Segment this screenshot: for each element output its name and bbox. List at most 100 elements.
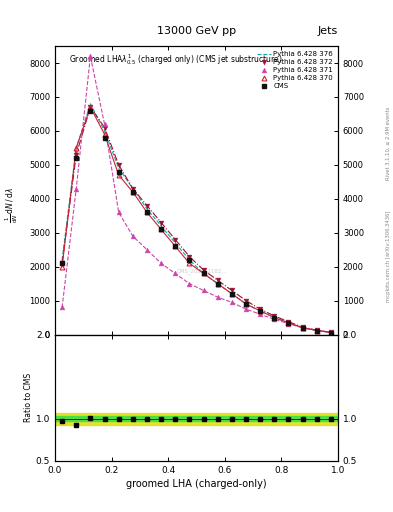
Pythia 6.428 371 xyxy=(130,233,135,239)
Pythia 6.428 372 xyxy=(74,152,79,158)
CMS xyxy=(173,243,178,249)
Pythia 6.428 371 xyxy=(116,209,121,216)
Pythia 6.428 370 xyxy=(286,319,291,326)
Pythia 6.428 371 xyxy=(88,53,93,59)
Pythia 6.428 371 xyxy=(102,121,107,127)
Pythia 6.428 371 xyxy=(215,294,220,301)
CMS xyxy=(116,168,121,175)
Pythia 6.428 376 xyxy=(314,328,319,334)
CMS xyxy=(272,314,277,321)
Pythia 6.428 372 xyxy=(244,297,248,304)
Pythia 6.428 372 xyxy=(286,318,291,325)
Pythia 6.428 371 xyxy=(145,247,149,253)
Pythia 6.428 376 xyxy=(145,206,149,212)
Pythia 6.428 376 xyxy=(130,185,135,191)
Pythia 6.428 372 xyxy=(201,267,206,273)
Pythia 6.428 372 xyxy=(300,324,305,330)
Pythia 6.428 371 xyxy=(60,304,64,310)
Pythia 6.428 372 xyxy=(88,104,93,110)
Pythia 6.428 372 xyxy=(102,124,107,131)
Pythia 6.428 372 xyxy=(187,253,192,260)
Line: CMS: CMS xyxy=(60,109,333,335)
Line: Pythia 6.428 376: Pythia 6.428 376 xyxy=(62,104,331,333)
CMS xyxy=(201,270,206,276)
Pythia 6.428 370 xyxy=(244,301,248,307)
Pythia 6.428 370 xyxy=(102,131,107,137)
Line: Pythia 6.428 370: Pythia 6.428 370 xyxy=(60,105,333,335)
CMS xyxy=(258,308,263,314)
CMS xyxy=(286,319,291,326)
Pythia 6.428 371 xyxy=(272,316,277,323)
CMS xyxy=(60,260,64,266)
CMS xyxy=(329,330,333,336)
X-axis label: groomed LHA (charged-only): groomed LHA (charged-only) xyxy=(126,479,267,489)
Pythia 6.428 370 xyxy=(230,291,234,297)
CMS xyxy=(244,301,248,307)
Pythia 6.428 372 xyxy=(314,327,319,333)
Pythia 6.428 371 xyxy=(329,329,333,335)
Pythia 6.428 376 xyxy=(159,223,163,229)
Pythia 6.428 376 xyxy=(116,165,121,172)
CMS xyxy=(187,257,192,263)
Pythia 6.428 372 xyxy=(60,260,64,266)
Text: $\frac{1}{\mathrm{d}N}\,\mathrm{d}N\,/\,\mathrm{d}\lambda$: $\frac{1}{\mathrm{d}N}\,\mathrm{d}N\,/\,… xyxy=(4,187,20,223)
Pythia 6.428 376 xyxy=(286,319,291,326)
Pythia 6.428 376 xyxy=(244,301,248,307)
Text: Jets: Jets xyxy=(318,26,338,36)
Pythia 6.428 370 xyxy=(187,260,192,266)
CMS xyxy=(314,328,319,334)
Text: Rivet 3.1.10, ≥ 2.9M events: Rivet 3.1.10, ≥ 2.9M events xyxy=(386,106,391,180)
CMS xyxy=(102,135,107,141)
CMS xyxy=(74,155,79,161)
CMS xyxy=(130,189,135,195)
Pythia 6.428 370 xyxy=(88,104,93,110)
Pythia 6.428 376 xyxy=(215,281,220,287)
Pythia 6.428 370 xyxy=(60,264,64,270)
Pythia 6.428 376 xyxy=(201,270,206,276)
Pythia 6.428 376 xyxy=(230,291,234,297)
Pythia 6.428 376 xyxy=(102,128,107,134)
Pythia 6.428 376 xyxy=(258,308,263,314)
Pythia 6.428 376 xyxy=(187,257,192,263)
Pythia 6.428 376 xyxy=(88,101,93,107)
Pythia 6.428 370 xyxy=(201,270,206,276)
Pythia 6.428 370 xyxy=(159,226,163,232)
Pythia 6.428 371 xyxy=(314,327,319,333)
CMS xyxy=(230,291,234,297)
Pythia 6.428 371 xyxy=(173,270,178,276)
Pythia 6.428 372 xyxy=(116,162,121,168)
Pythia 6.428 371 xyxy=(201,287,206,293)
Pythia 6.428 371 xyxy=(230,300,234,306)
Text: CMS_2021_1182...: CMS_2021_1182... xyxy=(177,268,228,274)
Legend: Pythia 6.428 376, Pythia 6.428 372, Pythia 6.428 371, Pythia 6.428 370, CMS: Pythia 6.428 376, Pythia 6.428 372, Pyth… xyxy=(255,50,334,91)
Pythia 6.428 370 xyxy=(130,189,135,195)
Pythia 6.428 376 xyxy=(173,240,178,246)
Pythia 6.428 371 xyxy=(286,321,291,327)
Pythia 6.428 372 xyxy=(272,313,277,319)
Pythia 6.428 376 xyxy=(272,314,277,321)
Y-axis label: Ratio to CMS: Ratio to CMS xyxy=(24,373,33,422)
CMS xyxy=(215,281,220,287)
Pythia 6.428 372 xyxy=(215,277,220,283)
Pythia 6.428 370 xyxy=(329,330,333,336)
CMS xyxy=(88,108,93,114)
CMS xyxy=(159,226,163,232)
Text: mcplots.cern.ch [arXiv:1306.3436]: mcplots.cern.ch [arXiv:1306.3436] xyxy=(386,210,391,302)
Pythia 6.428 371 xyxy=(244,306,248,312)
CMS xyxy=(145,209,149,216)
Pythia 6.428 372 xyxy=(258,306,263,312)
Pythia 6.428 376 xyxy=(300,325,305,331)
Line: Pythia 6.428 372: Pythia 6.428 372 xyxy=(60,105,333,335)
Pythia 6.428 370 xyxy=(215,281,220,287)
Pythia 6.428 370 xyxy=(314,328,319,334)
Pythia 6.428 372 xyxy=(145,203,149,209)
Line: Pythia 6.428 371: Pythia 6.428 371 xyxy=(60,54,333,335)
Pythia 6.428 376 xyxy=(329,330,333,336)
Pythia 6.428 371 xyxy=(258,311,263,317)
Pythia 6.428 370 xyxy=(145,209,149,216)
Pythia 6.428 370 xyxy=(258,308,263,314)
Pythia 6.428 371 xyxy=(159,260,163,266)
Pythia 6.428 371 xyxy=(300,325,305,331)
Pythia 6.428 370 xyxy=(173,243,178,249)
Pythia 6.428 372 xyxy=(230,287,234,293)
